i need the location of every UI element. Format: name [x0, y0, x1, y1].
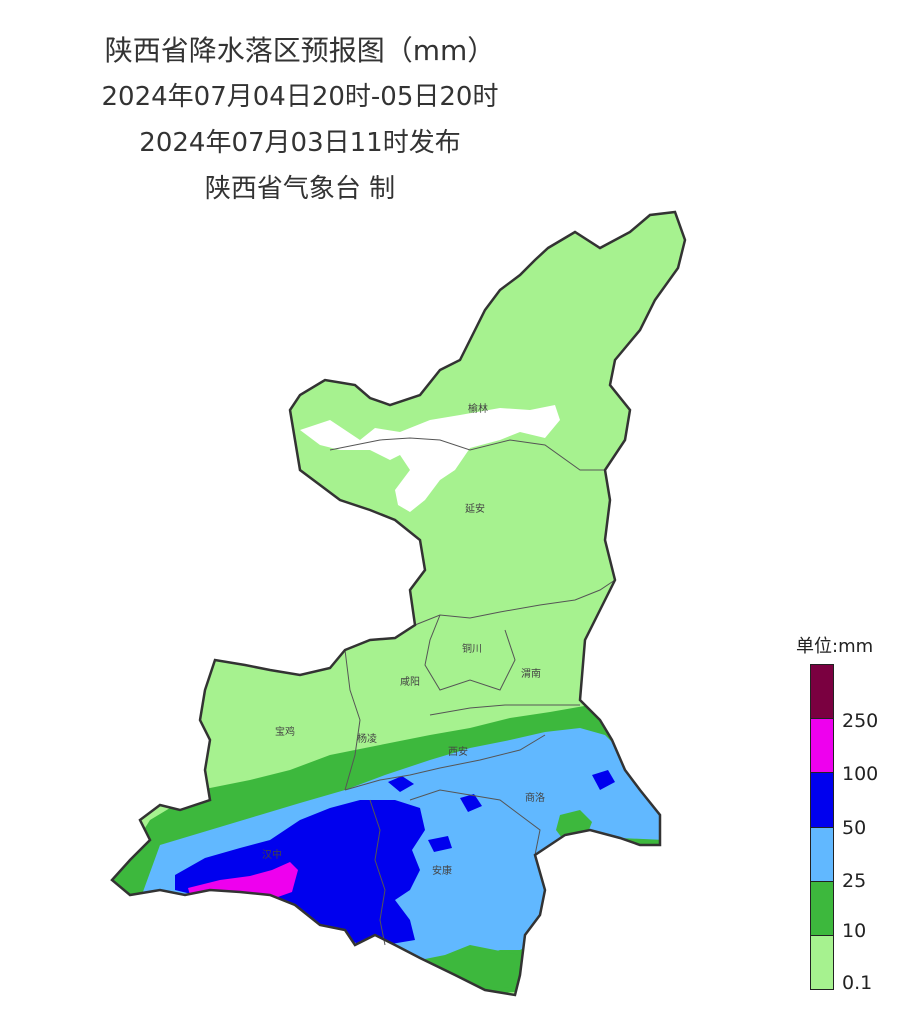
- city-label-weinan: 渭南: [521, 667, 541, 680]
- city-label-hanzhong: 汉中: [262, 848, 282, 861]
- boundary-yulin-yanan: [329, 437, 605, 471]
- city-label-xian: 西安: [448, 745, 468, 758]
- boundary-qinling: [344, 734, 546, 791]
- no-rain-area: [300, 405, 560, 512]
- legend-label-50: 50: [842, 817, 867, 839]
- city-label-yangling: 杨凌: [357, 732, 377, 745]
- city-label-baoji: 宝鸡: [275, 725, 295, 738]
- legend-swatch-1: [811, 719, 833, 774]
- boundary-guanzhong: [429, 704, 580, 716]
- precip-band-50-100: [175, 800, 425, 945]
- city-label-shangluo: 商洛: [525, 791, 545, 804]
- legend-swatch-2: [811, 773, 833, 828]
- forecast-period: 2024年07月04日20时-05日20时: [101, 82, 499, 112]
- boundary-ankang-shangluo: [409, 789, 541, 856]
- legend-label-100: 100: [842, 763, 879, 785]
- boundary-yanan-south: [414, 579, 616, 626]
- legend-label-250: 250: [842, 710, 879, 732]
- city-label-ankang: 安康: [432, 864, 452, 877]
- legend-swatch-5: [811, 935, 833, 990]
- precip-patch-blue-d: [428, 836, 452, 852]
- legend-label-25: 25: [842, 870, 867, 892]
- precip-patch-blue-a: [388, 776, 414, 792]
- city-boundaries: [329, 437, 616, 946]
- legend-label-10: 10: [842, 920, 867, 942]
- legend-label-0-1: 0.1: [842, 972, 873, 994]
- boundary-hanzhong-ankang: [369, 799, 386, 946]
- agency-credit: 陕西省气象台 制: [204, 174, 396, 204]
- city-label-yulin: 榆林: [468, 402, 488, 415]
- legend-title: 单位:mm: [796, 636, 874, 657]
- legend-swatch-3: [811, 827, 833, 882]
- city-label-yanan: 延安: [465, 502, 485, 515]
- legend-color-bar: [810, 664, 834, 990]
- precip-patch-blue-b: [460, 794, 482, 812]
- boundary-tongchuan: [424, 614, 516, 691]
- legend-swatch-0: [811, 665, 833, 720]
- city-label-xianyang: 咸阳: [400, 676, 420, 688]
- precip-patch-blue-c: [592, 770, 615, 790]
- map-title: 陕西省降水落区预报图（mm）: [104, 34, 496, 67]
- precip-patch-green-south: [445, 945, 530, 990]
- issue-time: 2024年07月03日11时发布: [139, 128, 461, 158]
- title-block: 陕西省降水落区预报图（mm） 2024年07月04日20时-05日20时 202…: [40, 28, 560, 212]
- city-label-tongchuan: 铜川: [462, 643, 482, 655]
- boundary-baoji-xianyang: [344, 649, 361, 791]
- legend-swatch-4: [811, 881, 833, 936]
